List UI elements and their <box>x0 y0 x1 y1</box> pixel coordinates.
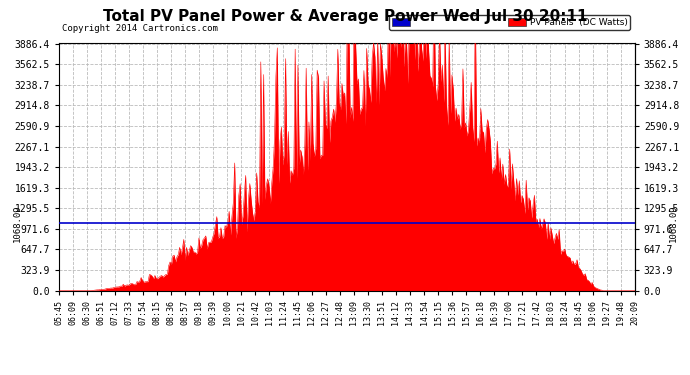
Legend: Average  (DC Watts), PV Panels  (DC Watts): Average (DC Watts), PV Panels (DC Watts) <box>389 15 630 30</box>
Text: 1068.09: 1068.09 <box>12 204 21 242</box>
Text: 1068.09: 1068.09 <box>669 204 678 242</box>
Text: Copyright 2014 Cartronics.com: Copyright 2014 Cartronics.com <box>62 24 218 33</box>
Text: Total PV Panel Power & Average Power Wed Jul 30 20:11: Total PV Panel Power & Average Power Wed… <box>103 9 587 24</box>
